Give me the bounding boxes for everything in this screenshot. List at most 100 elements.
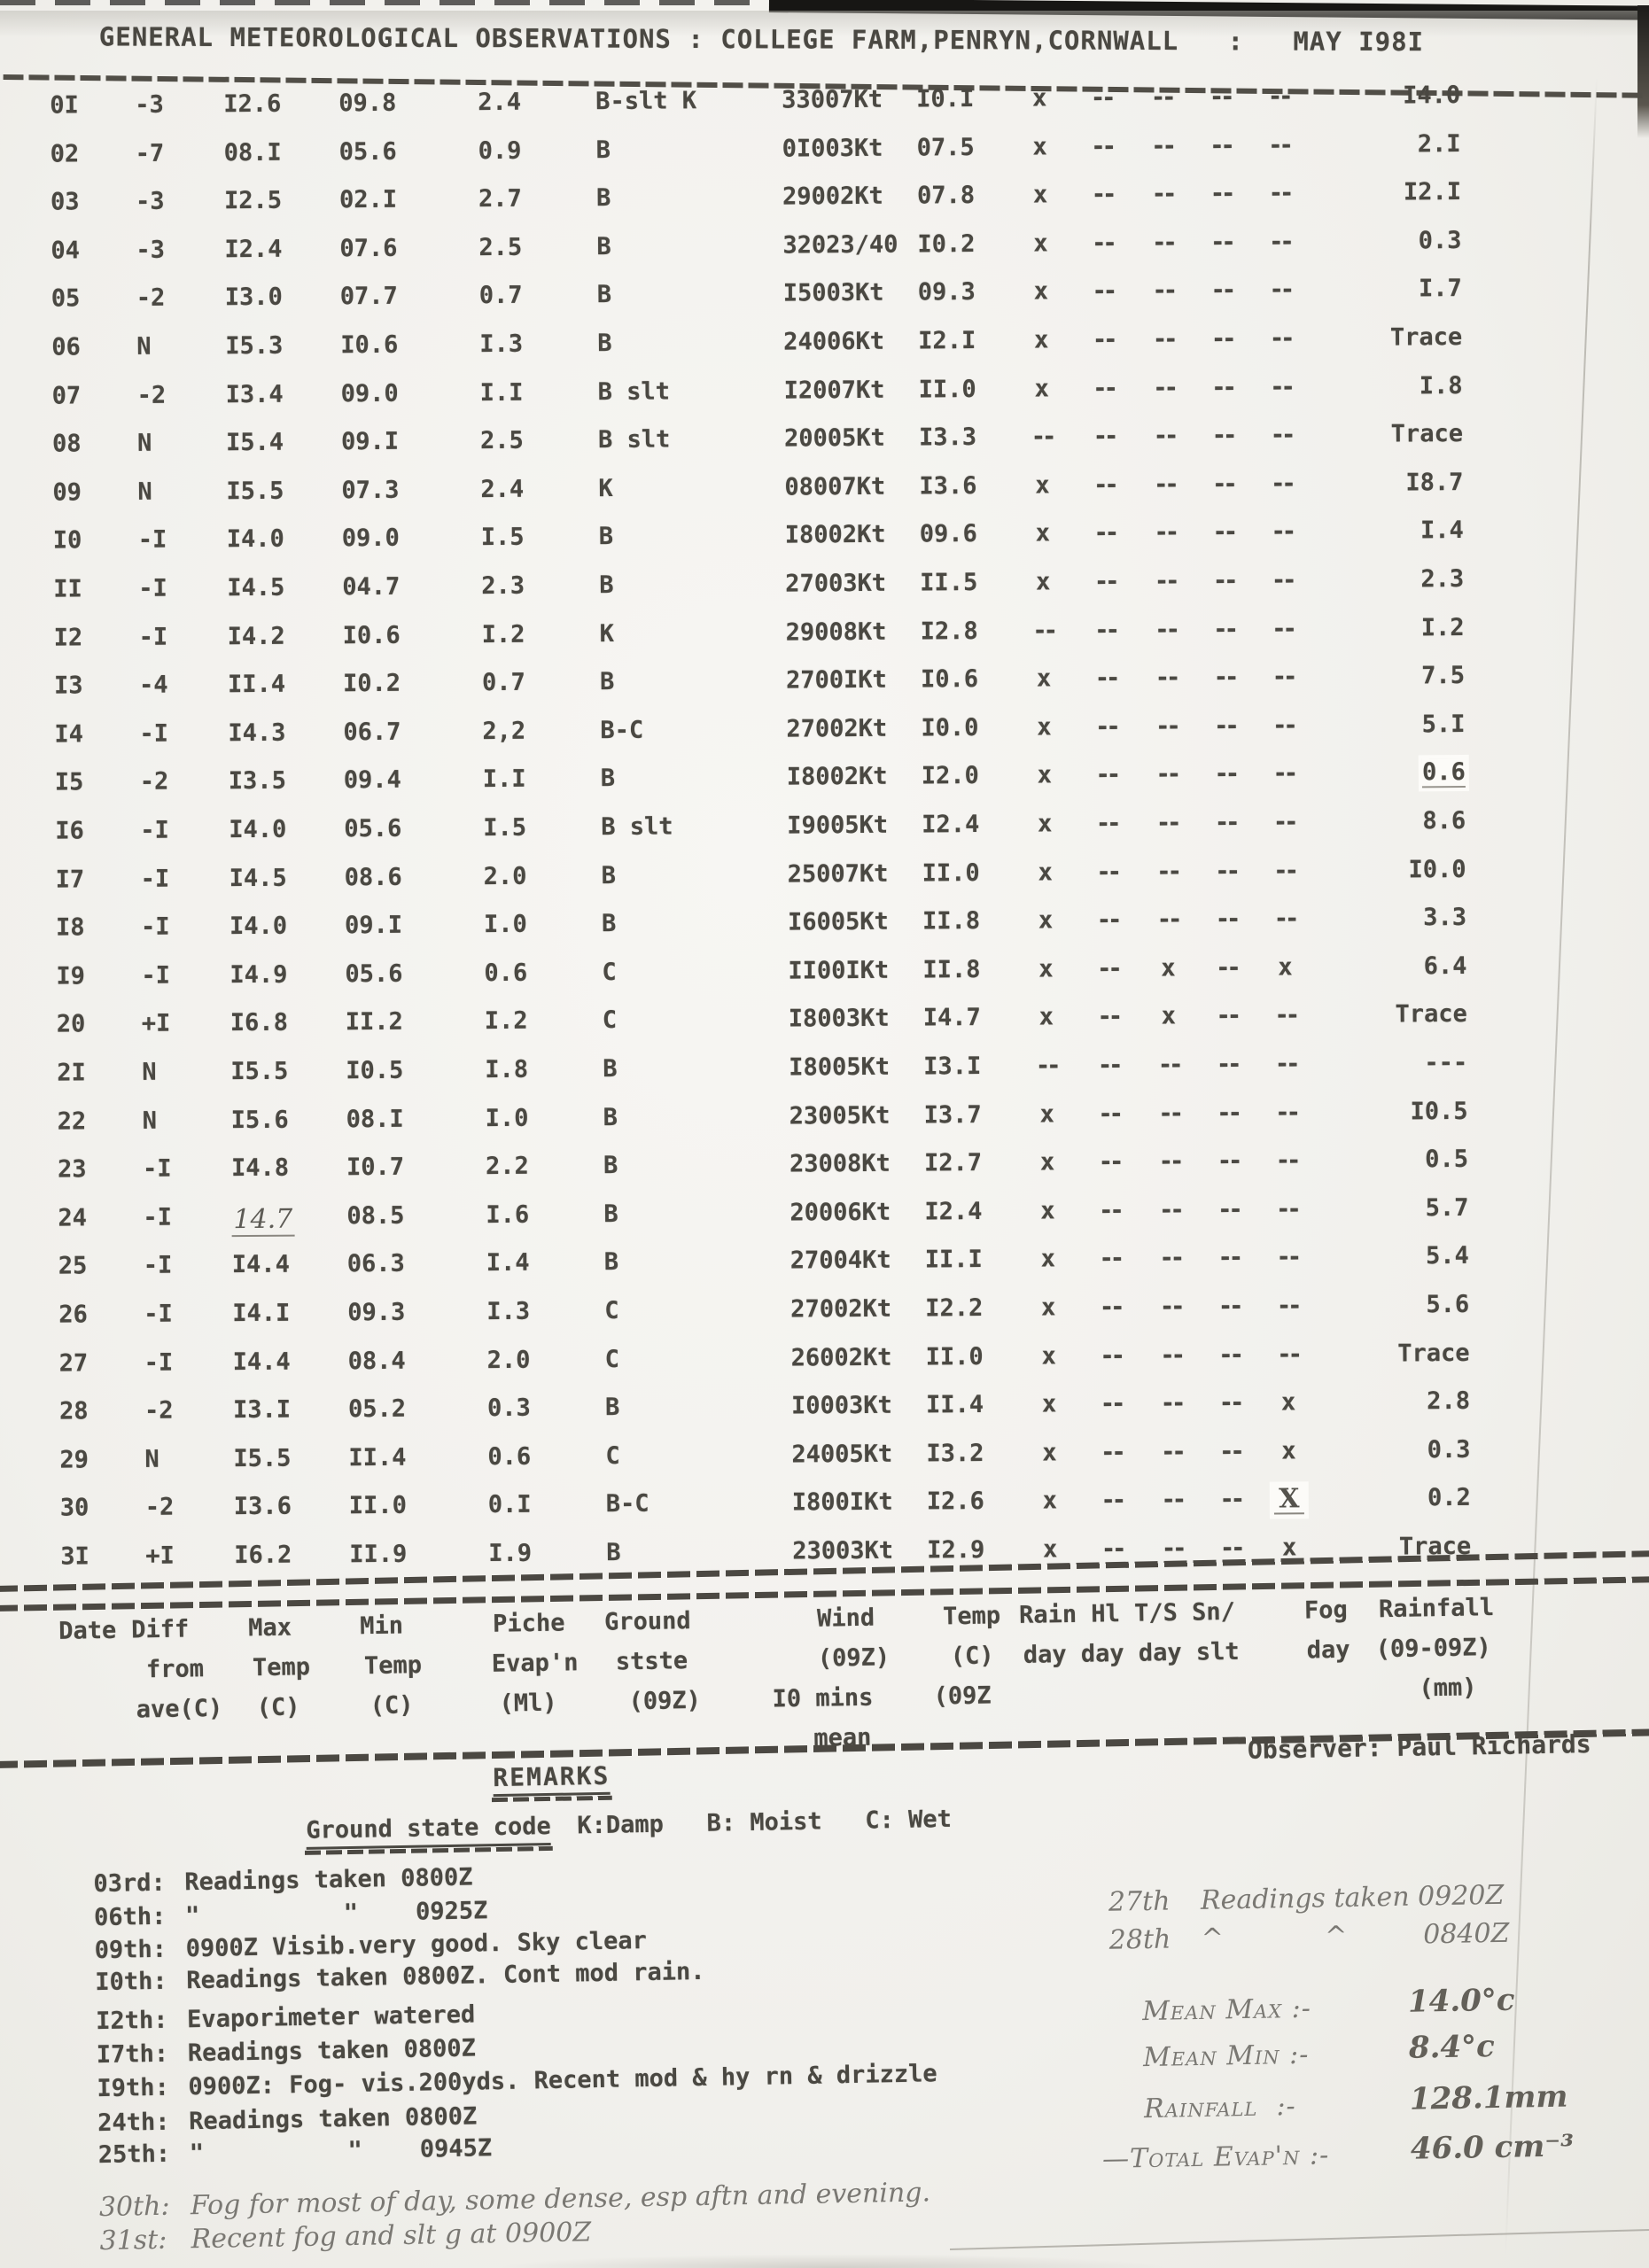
remark-label: 31st: [99,2224,167,2257]
cell-wind: 25007Kt [787,859,889,889]
cell-temp-09z: II.0 [925,1342,984,1371]
cell-ground-state: B [595,136,611,164]
cell-wind: 27002Kt [790,1294,892,1324]
cell-wind: I8002Kt [786,763,888,791]
fog-day-mark: -- [1275,1098,1297,1127]
cell-piche-evap: I.5 [480,524,525,552]
hail-day-mark: -- [1101,1438,1123,1466]
cell-piche-evap: I.I [479,378,524,407]
rain-day-mark: x [1033,229,1048,258]
cell-wind: I8005Kt [789,1052,891,1082]
cell-piche-evap: 2.4 [478,88,522,117]
cell-min-temp: 05.6 [345,959,403,989]
hail-day-mark: -- [1093,519,1116,548]
ts-day-mark: -- [1155,809,1178,837]
snow-slt-mark: -- [1217,1244,1241,1272]
header-rainfall-line3: (mm) [1419,1674,1477,1703]
remark-text: Recent fog and slt g at 0900Z [191,2217,592,2256]
cell-diff: -3 [136,236,166,264]
cell-wind: 2700IKt [785,665,887,695]
fog-day-mark: -- [1272,711,1295,740]
header-min-line1: Min [359,1612,404,1641]
cell-ground-state: C [605,1441,620,1470]
snow-slt-mark: -- [1217,1147,1240,1176]
cell-max-temp: I5.5 [233,1444,292,1472]
cell-max-temp: I2.4 [224,235,283,264]
cell-piche-evap: 0.9 [478,136,522,165]
cell-temp-09z: I3.3 [918,423,977,452]
remark-text: Readings taken 0800Z [188,2102,478,2136]
cell-date: I7 [55,865,85,894]
cell-min-temp: 08.6 [344,863,402,891]
cell-wind: 23005Kt [789,1101,891,1130]
snow-slt-mark: -- [1210,324,1233,353]
cell-date: I8 [55,913,85,942]
ts-day-mark: -- [1159,1293,1182,1321]
cell-date: 02 [50,139,80,168]
cell-temp-09z: I4.7 [922,1004,981,1032]
cell-date: 08 [51,430,82,458]
cell-max-temp: I4.0 [229,912,288,941]
cell-piche-evap: I.0 [483,910,527,939]
fog-day-mark: -- [1277,1340,1299,1369]
remark-text: Evaporimeter watered [186,2000,476,2034]
cell-temp-09z: I0.6 [920,665,979,694]
remark-text: 0900Z: Fog- vis.200yds. Recent mod & hy … [188,2060,937,2101]
fog-day-mark: x [1280,1388,1296,1417]
cell-min-temp: 06.7 [343,718,401,747]
header-temp-line3: (09Z [933,1682,992,1711]
summary-value: 128.1mm [1409,2078,1568,2117]
rain-day-mark: x [1041,1390,1057,1418]
cell-rainfall: I0.0 [1408,855,1466,884]
cell-piche-evap: I.5 [483,813,527,843]
hail-day-mark: -- [1097,1051,1120,1080]
cell-wind: I5003Kt [782,279,884,307]
cell-date: I6 [55,817,84,845]
cell-date: 06 [51,333,81,361]
cell-ground-state: B [596,281,612,309]
hail-day-mark: -- [1101,1487,1124,1515]
cell-wind: I800IKt [791,1488,893,1517]
ts-day-mark: -- [1161,1438,1183,1466]
hail-day-mark: -- [1093,567,1116,596]
ts-day-mark: -- [1152,325,1175,353]
cell-diff: -I [137,526,167,555]
cell-wind: 32023/40 [782,230,898,260]
fog-day-mark: -- [1272,759,1295,788]
cell-date: 25 [58,1252,88,1281]
cell-max-temp: I4.2 [227,622,285,650]
cell-rainfall: 0.3 [1427,1435,1471,1464]
ts-day-mark: -- [1158,1099,1181,1128]
cell-rainfall: 0.6 [1310,758,1466,788]
cell-diff: -I [143,1203,173,1231]
cell-wind: 20006Kt [789,1198,891,1227]
cell-piche-evap: 0.7 [478,282,523,310]
cell-diff: N [136,430,152,458]
header-diff-line3: ave(C) [136,1694,223,1724]
cell-min-temp: 09.0 [341,524,401,553]
remark-label: 30th: [98,2190,170,2224]
fog-day-mark: -- [1269,324,1292,353]
remark-label: 09th: [94,1935,167,1965]
ts-day-mark: -- [1153,422,1176,450]
rain-day-mark: x [1038,858,1053,887]
cell-min-temp: 04.7 [342,572,401,602]
cell-temp-09z: I2.2 [925,1293,984,1323]
snow-slt-mark: -- [1211,373,1233,401]
rain-day-mark: x [1032,181,1048,209]
header-piche-line3: (Ml) [499,1689,557,1718]
header-marks-line2: day day day slt [1023,1637,1240,1669]
cell-date: 20 [56,1010,86,1039]
hail-day-mark: -- [1100,1390,1123,1418]
cell-wind: 08007Kt [784,472,886,501]
rain-day-mark: x [1039,1099,1054,1129]
cell-wind: 0I003Kt [782,134,883,163]
snow-slt-mark: -- [1212,566,1235,595]
cell-ground-state: B [603,1103,618,1131]
cell-rainfall: 2.3 [1420,564,1465,594]
cell-min-temp: 09.0 [340,379,399,408]
cell-date: I5 [54,768,84,797]
ts-day-mark: -- [1159,1196,1181,1224]
cell-min-temp: 05.2 [347,1394,407,1424]
